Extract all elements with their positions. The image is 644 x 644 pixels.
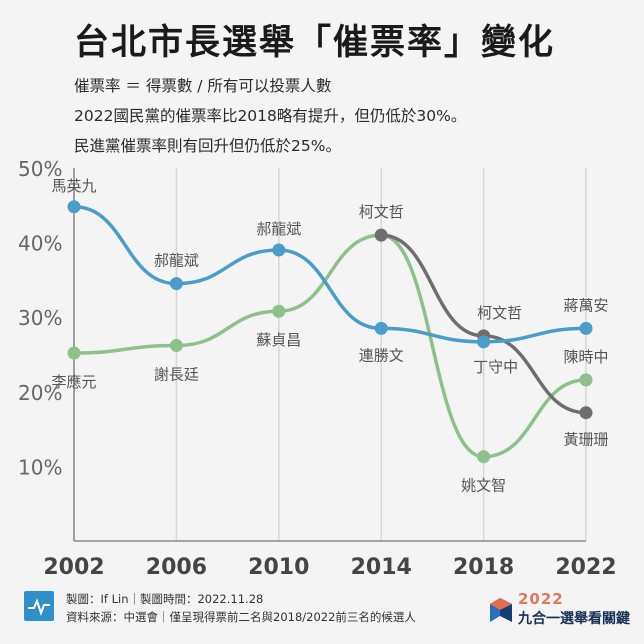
y-tick-label: 40% [18, 232, 62, 256]
data-label: 連勝文 [359, 346, 404, 364]
data-label: 李應元 [51, 373, 96, 391]
data-point [374, 228, 388, 242]
x-tick-label: 2014 [351, 555, 412, 580]
x-tick-label: 2002 [43, 555, 104, 580]
definition-text: 催票率 ＝ 得票數 / 所有可以投票人數 [74, 77, 332, 95]
x-tick-label: 2018 [453, 555, 514, 580]
footer-source: 資料來源：中選會｜僅呈現得票前二名與2018/2022前三名的候選人 [66, 610, 416, 624]
data-point [477, 335, 491, 349]
data-label: 姚文智 [461, 477, 506, 495]
data-label: 馬英九 [51, 177, 96, 195]
data-point [579, 373, 593, 387]
data-point [477, 450, 491, 464]
data-label: 謝長廷 [154, 366, 199, 384]
note-line-1: 2022國民黨的催票率比2018略有提升，但仍低於30%。 [74, 107, 467, 125]
y-tick-label: 20% [18, 381, 62, 405]
data-point [579, 321, 593, 335]
footer-credit: 製圖：If Lin｜製圖時間：2022.11.28 [66, 592, 264, 606]
x-tick-label: 2022 [555, 555, 616, 580]
data-label: 柯文哲 [477, 304, 522, 322]
data-label: 陳時中 [563, 348, 608, 366]
data-point [374, 321, 388, 335]
brand-year: 2022 [518, 590, 564, 608]
x-tick-label: 2010 [248, 555, 309, 580]
data-point [67, 346, 81, 360]
data-point [272, 304, 286, 318]
data-point [67, 200, 81, 214]
brand-logo: 2022 九合一選舉看關鍵 [488, 590, 636, 630]
note-line-2: 民進黨催票率則有回升但仍低於25%。 [74, 137, 341, 155]
chart-logo-icon [24, 591, 54, 621]
y-tick-label: 10% [18, 455, 62, 479]
data-label: 丁守中 [473, 358, 518, 376]
y-tick-label: 30% [18, 306, 62, 330]
data-label: 蘇貞昌 [256, 331, 301, 349]
x-tick-label: 2006 [146, 555, 207, 580]
data-point [169, 277, 183, 291]
brand-name: 九合一選舉看關鍵 [518, 611, 630, 627]
data-label: 郝龍斌 [154, 252, 199, 270]
data-label: 蔣萬安 [563, 296, 608, 314]
ballot-box-icon [490, 598, 512, 622]
data-label: 柯文哲 [359, 203, 404, 221]
data-label: 黃珊珊 [563, 431, 608, 449]
data-label: 郝龍斌 [256, 220, 301, 238]
data-point [272, 243, 286, 257]
data-point [579, 406, 593, 420]
y-tick-label: 50% [18, 157, 62, 181]
page-title: 台北市長選舉「催票率」變化 [74, 23, 556, 63]
data-point [169, 339, 183, 353]
